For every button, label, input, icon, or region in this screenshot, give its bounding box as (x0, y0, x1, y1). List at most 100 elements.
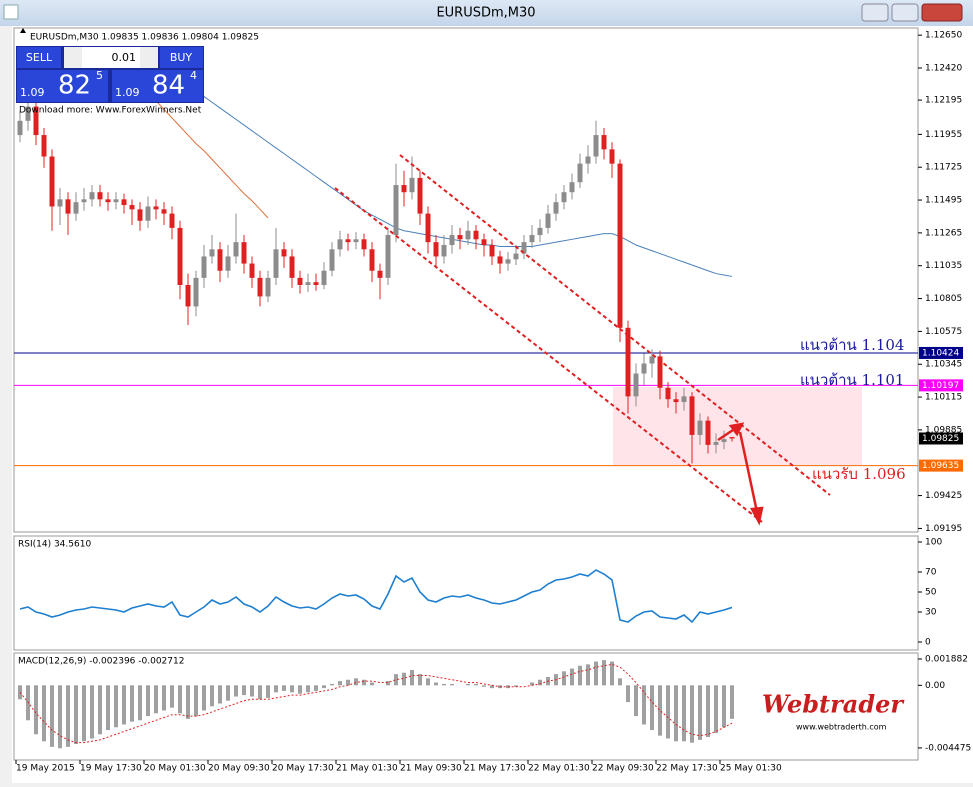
y-tick-label: 0 (925, 638, 931, 648)
buy-button[interactable] (160, 47, 203, 68)
sell-label: SELL (26, 51, 53, 64)
annotation: แนวต้าน 1.101 (800, 371, 904, 389)
macd-bar (642, 685, 646, 725)
moving-average (155, 100, 269, 219)
candle-body (209, 249, 215, 257)
minimize-button[interactable] (861, 3, 889, 22)
ask-box[interactable] (112, 70, 203, 102)
level-label: 1.09635 (922, 461, 959, 471)
macd-bar (410, 669, 414, 686)
macd-bar (66, 685, 70, 747)
candle-body (305, 282, 311, 285)
macd-bar (514, 685, 518, 687)
macd-bar (42, 685, 46, 742)
candle-body (609, 149, 615, 164)
macd-bar (114, 685, 118, 728)
lot-input[interactable] (82, 47, 140, 68)
macd-bar (578, 665, 582, 686)
macd-panel (13, 652, 919, 761)
macd-bar (314, 685, 318, 691)
candle-body (425, 213, 431, 243)
candle-body (185, 284, 191, 307)
macd-bar (170, 685, 174, 708)
price-header: EURUSDm,M30 1.09835 1.09836 1.09804 1.09… (30, 33, 259, 43)
level-label: 1.10424 (922, 348, 959, 358)
x-tick-label: 20 May 17:30 (272, 764, 334, 774)
macd-bar (706, 685, 710, 738)
rsi-line (19, 569, 733, 624)
bid-big: 1.09 (20, 86, 45, 99)
macd-bar (426, 678, 430, 686)
price-panel (13, 27, 919, 533)
y-tick-label: 1.09885 (925, 425, 962, 435)
candle-body (313, 282, 319, 285)
window-title: EURUSDm,M30 (436, 6, 535, 21)
candle-body (465, 230, 471, 240)
y-tick-label: 1.10575 (925, 327, 962, 337)
candle-body (353, 239, 359, 243)
channel-upper (399, 154, 831, 496)
candle-body (689, 396, 695, 435)
candle-body (265, 277, 271, 297)
close-button[interactable] (921, 3, 963, 22)
macd-bar (330, 683, 334, 686)
macd-bar (434, 682, 438, 686)
macd-bar (602, 660, 606, 686)
macd-bar (682, 685, 686, 742)
macd-bar (178, 685, 182, 714)
macd-bar (250, 685, 254, 697)
lot-down[interactable] (64, 47, 82, 68)
candle-body (201, 256, 207, 278)
buy-label: BUY (170, 51, 193, 64)
candle-body (569, 182, 575, 193)
candle-body (529, 235, 535, 243)
y-tick-label: 1.12195 (925, 96, 962, 106)
current-price-bg (919, 432, 963, 445)
macd-bar (722, 685, 726, 728)
macd-bar (322, 685, 326, 689)
lot-up[interactable] (140, 47, 158, 68)
candle-body (289, 256, 295, 278)
macd-bar (74, 685, 78, 745)
candle-body (633, 373, 639, 397)
candle-body (337, 239, 343, 250)
candle-body (729, 437, 735, 439)
macd-bar (210, 685, 214, 707)
candle-body (257, 277, 263, 297)
macd-bar (122, 685, 126, 725)
bid-pips: 82 (58, 71, 91, 101)
sell-button[interactable] (17, 47, 61, 68)
candle-body (681, 396, 687, 403)
ask-pips: 84 (152, 71, 185, 101)
macd-bar (482, 685, 486, 687)
ask-big: 1.09 (115, 86, 140, 99)
candle-body (561, 192, 567, 203)
macd-bar (106, 685, 110, 731)
candle-body (433, 242, 439, 257)
macd-bar (562, 671, 566, 686)
y-tick-label: 1.11955 (925, 130, 962, 140)
macd-bar (90, 685, 94, 739)
restore-button[interactable] (891, 3, 919, 22)
x-tick-label: 25 May 01:30 (720, 764, 782, 774)
ask-fraction: 4 (190, 69, 197, 82)
rsi-panel (13, 535, 919, 651)
macd-bar (338, 681, 342, 686)
candle-body (49, 156, 55, 207)
annotation: แนวต้าน 1.104 (800, 336, 904, 354)
candle-body (241, 242, 247, 264)
collapse-icon[interactable] (20, 28, 26, 33)
y-tick-label: 1.11035 (925, 261, 962, 271)
candle-body (129, 205, 135, 210)
macd-bar (530, 682, 534, 686)
candle-body (665, 387, 671, 400)
candle-body (545, 213, 551, 228)
macd-bar (282, 685, 286, 691)
download-note: Download more: Www.ForexWinners.Net (19, 106, 202, 116)
macd-bar (34, 685, 38, 735)
bid-box[interactable] (17, 70, 108, 102)
y-tick-label: 1.11725 (925, 163, 962, 173)
y-tick-label: 0.00 (925, 681, 945, 691)
level-label: 1.10197 (922, 381, 959, 391)
